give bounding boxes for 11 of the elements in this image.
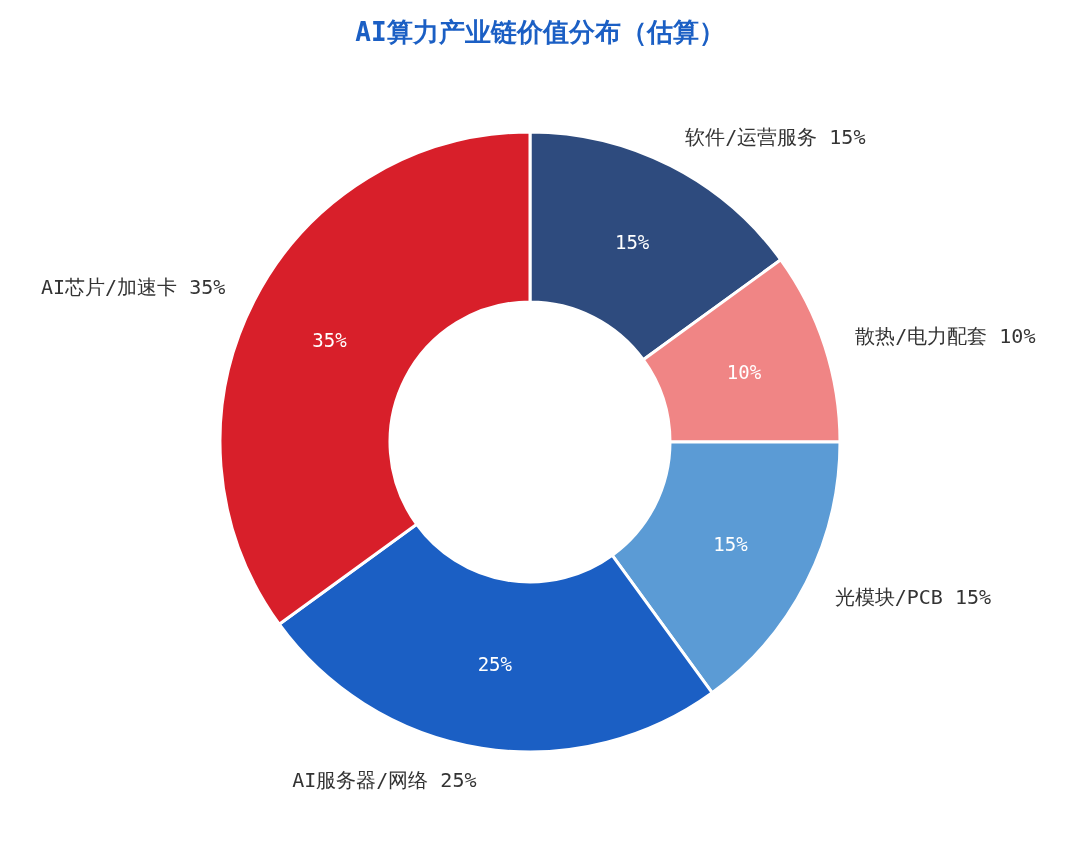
- data-label: 25%: [477, 653, 513, 676]
- data-label: 15%: [713, 533, 749, 556]
- chart-title: AI算力产业链价值分布（估算）: [355, 17, 725, 47]
- slice-label: AI芯片/加速卡 35%: [40, 274, 226, 299]
- slice-label: 散热/电力配套 10%: [855, 324, 1036, 349]
- data-label: 10%: [726, 361, 762, 384]
- slice-label: 光模块/PCB 15%: [834, 585, 992, 610]
- data-label: 35%: [312, 328, 348, 351]
- slice-label: 软件/运营服务 15%: [685, 125, 866, 150]
- slice-label: AI服务器/网络 25%: [292, 767, 477, 792]
- data-label: 15%: [614, 230, 650, 253]
